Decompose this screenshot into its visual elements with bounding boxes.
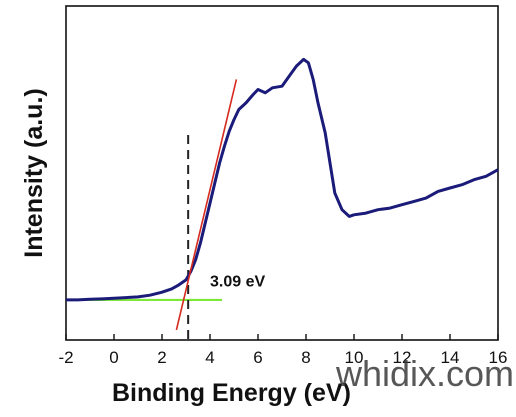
x-tick-label: -2 [58, 348, 73, 367]
onset-value-label: 3.09 eV [210, 274, 265, 291]
spectrum-series-line [66, 57, 499, 302]
x-tick-label: 4 [205, 348, 214, 367]
plot-frame [65, 5, 499, 341]
x-axis-tick-labels: -2 0 2 4 6 8 10 12 14 16 [58, 348, 507, 367]
x-axis-title: Binding Energy (eV) [112, 379, 351, 407]
x-axis-ticks [65, 334, 499, 340]
x-tick-label: 0 [109, 348, 118, 367]
y-axis-title: Intensity (a.u.) [20, 88, 48, 257]
x-tick-label: 8 [301, 348, 310, 367]
x-tick-label: 12 [393, 348, 412, 367]
x-tick-label: 2 [157, 348, 166, 367]
x-tick-label: 10 [345, 348, 364, 367]
x-tick-label: 14 [441, 348, 460, 367]
x-tick-label: 16 [489, 348, 508, 367]
watermark-text: whidix.com [335, 353, 514, 394]
linear-fit-line [175, 79, 238, 331]
x-tick-label: 6 [253, 348, 262, 367]
